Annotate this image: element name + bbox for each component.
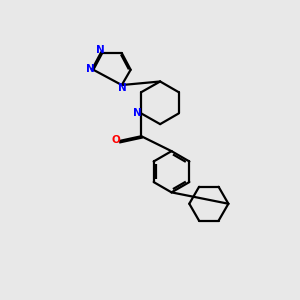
Text: N: N	[96, 45, 105, 55]
Text: O: O	[111, 136, 120, 146]
Text: N: N	[86, 64, 95, 74]
Text: N: N	[134, 109, 142, 118]
Text: N: N	[118, 82, 127, 92]
